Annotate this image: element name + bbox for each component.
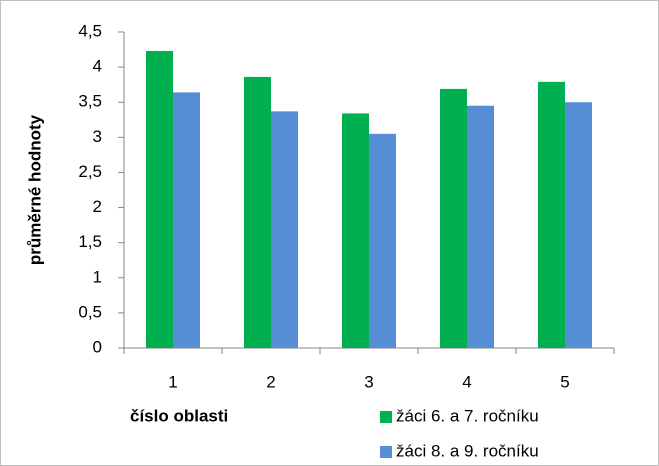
bar xyxy=(369,133,396,348)
legend-label: žáci 6. a 7. ročníku xyxy=(396,406,539,425)
y-tick-label: 3 xyxy=(93,127,102,146)
y-tick-label: 0 xyxy=(93,337,102,356)
bar xyxy=(244,76,271,348)
y-tick-label: 2,5 xyxy=(78,162,102,181)
x-axis-title: číslo oblasti xyxy=(130,406,228,425)
x-tick-label: 4 xyxy=(462,372,471,391)
y-tick-label: 4 xyxy=(93,57,102,76)
legend-swatch xyxy=(380,411,392,423)
x-tick-label: 2 xyxy=(266,372,275,391)
bar xyxy=(538,81,565,348)
y-tick-label: 1 xyxy=(93,267,102,286)
y-axis-title: průměrné hodnoty xyxy=(25,114,44,265)
legend-label: žáci 8. a 9. ročníku xyxy=(396,441,539,460)
x-tick-label: 5 xyxy=(560,372,569,391)
bar xyxy=(467,105,494,348)
y-tick-label: 3,5 xyxy=(78,92,102,111)
y-tick-label: 4,5 xyxy=(78,21,102,40)
bar xyxy=(440,88,467,348)
x-tick-label: 3 xyxy=(364,372,373,391)
bar xyxy=(146,50,173,349)
bar xyxy=(565,102,592,348)
y-tick-label: 0,5 xyxy=(78,302,102,321)
bar xyxy=(271,111,298,349)
bar xyxy=(173,92,200,348)
legend-swatch xyxy=(380,446,392,458)
x-tick-label: 1 xyxy=(168,372,177,391)
y-tick-label: 1,5 xyxy=(78,232,102,251)
bar xyxy=(342,113,369,348)
y-tick-label: 2 xyxy=(93,197,102,216)
